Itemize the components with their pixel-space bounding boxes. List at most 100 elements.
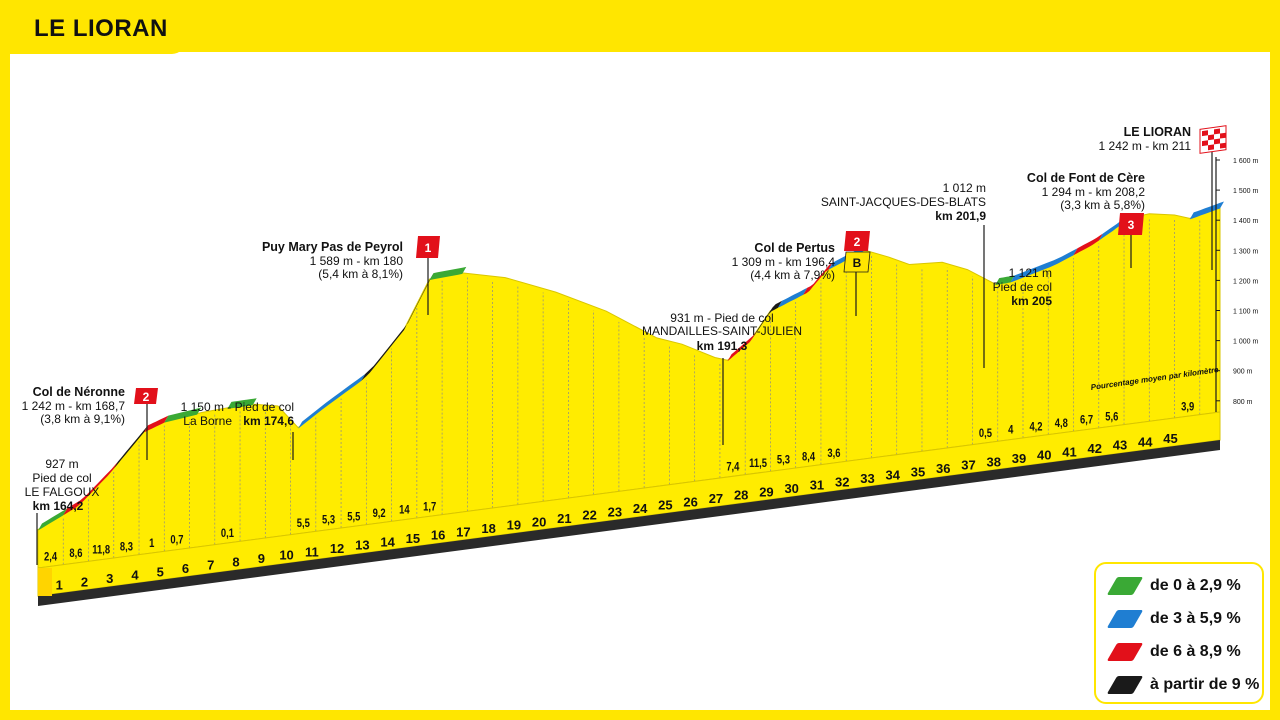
pied205-alt: 1 121 m xyxy=(1009,266,1052,280)
climb-segment-black xyxy=(113,425,149,469)
km-label: 4 xyxy=(131,568,139,583)
svg-text:2: 2 xyxy=(143,390,150,404)
finish-name: LE LIORAN xyxy=(1124,125,1191,139)
checker-cell xyxy=(1202,140,1208,147)
fontcere-name: Col de Font de Cère xyxy=(1027,171,1145,185)
climb-segment-green xyxy=(227,398,257,409)
gradient-label: 2,4 xyxy=(44,550,57,563)
gradient-label: 3,9 xyxy=(1181,400,1194,413)
fontcere-climb: (3,3 km à 5,8%) xyxy=(1060,198,1145,212)
finish-flag xyxy=(1199,125,1227,154)
puymary-name: Puy Mary Pas de Peyrol xyxy=(262,240,403,254)
bonus-flag-pertus: B xyxy=(843,251,871,273)
km-label: 13 xyxy=(355,538,369,553)
climb-segment-green xyxy=(429,266,467,281)
km-label: 1 xyxy=(56,578,63,593)
km-label: 37 xyxy=(961,458,975,473)
mandailles-place: MANDAILLES-SAINT-JULIEN xyxy=(642,324,802,338)
km-label: 16 xyxy=(431,528,445,543)
svg-text:3: 3 xyxy=(1128,218,1135,232)
svg-text:1: 1 xyxy=(425,241,432,255)
km-label: 14 xyxy=(380,534,395,549)
gradient-label: 9,2 xyxy=(373,507,386,520)
neronne-alt: 1 242 m - km 168,7 xyxy=(22,399,126,413)
checker-cell xyxy=(1214,138,1220,145)
km-label: 20 xyxy=(532,514,546,529)
km-label: 29 xyxy=(759,484,773,499)
altitude-label: 900 m xyxy=(1233,369,1253,376)
climb-segment-black xyxy=(752,300,782,338)
cat-flag-fontcere: 3 xyxy=(1118,213,1144,235)
stage-title: LE LIORAN xyxy=(34,15,168,42)
checker-cell xyxy=(1220,132,1226,139)
legend-label: de 6 à 8,9 % xyxy=(1150,643,1241,660)
puymary-alt: 1 589 m - km 180 xyxy=(310,254,404,268)
legend-item-green: de 0 à 2,9 % xyxy=(1106,574,1241,598)
legend-item-black: à partir de 9 % xyxy=(1106,673,1259,697)
altitude-label: 800 m xyxy=(1233,399,1253,406)
km-label: 40 xyxy=(1037,448,1051,463)
km-label: 45 xyxy=(1163,431,1177,446)
gradient-label: 11,8 xyxy=(92,544,110,557)
falgoux-alt: 927 m xyxy=(45,457,78,471)
neronne-climb: (3,8 km à 9,1%) xyxy=(40,412,125,426)
pertus-alt: 1 309 m - km 196,4 xyxy=(732,255,836,269)
km-label: 2 xyxy=(81,574,88,589)
checker-cell xyxy=(1220,142,1226,149)
climb-segment-green xyxy=(164,407,202,423)
km-label: 21 xyxy=(557,511,571,526)
km-label: 33 xyxy=(860,471,874,486)
falgoux-pied: Pied de col xyxy=(32,471,91,485)
altitude-label: 1 200 m xyxy=(1233,278,1258,285)
pied205-pied: Pied de col xyxy=(993,280,1052,294)
title-tab: LE LIORAN xyxy=(0,0,186,54)
km-label: 36 xyxy=(936,461,950,476)
mandailles-alt: 931 m - Pied de col xyxy=(670,311,773,325)
base-start-face xyxy=(38,568,52,596)
altitude-label: 1 600 m xyxy=(1233,158,1258,165)
blats-km: km 201,9 xyxy=(935,209,986,223)
checker-cell xyxy=(1208,134,1214,141)
gradient-label: 5,5 xyxy=(347,510,360,523)
gradient-label: 0,1 xyxy=(221,527,234,540)
km-label: 34 xyxy=(885,468,900,483)
gradient-legend: de 0 à 2,9 % de 3 à 5,9 % de 6 à 8,9 % à… xyxy=(1094,562,1264,704)
km-label: 24 xyxy=(633,501,648,516)
pertus-climb: (4,4 km à 7,9%) xyxy=(750,268,835,282)
gradient-label: 4,2 xyxy=(1029,420,1042,433)
km-label: 3 xyxy=(106,571,113,586)
gradient-label: 14 xyxy=(399,504,410,517)
falgoux-km: km 164,2 xyxy=(33,499,84,513)
legend-swatch-black xyxy=(1106,676,1144,694)
km-label: 44 xyxy=(1138,434,1153,449)
km-label: 41 xyxy=(1062,444,1076,459)
svg-text:2: 2 xyxy=(854,235,861,249)
gradient-label: 1,7 xyxy=(423,500,436,513)
gradient-label: 4,8 xyxy=(1055,417,1068,430)
legend-swatch-red xyxy=(1106,643,1144,661)
climb-segment-green xyxy=(38,508,68,531)
gradient-labels: 2,4 8,6 11,8 8,3 1 0,7 0,1 5,5 5,3 5,5 9,2 14 1,7 7,4… xyxy=(44,400,1194,563)
climb-segment-blue xyxy=(778,287,808,308)
borne-km: km 174,6 xyxy=(243,414,294,428)
km-label: 38 xyxy=(987,454,1001,469)
climb-segment-red xyxy=(803,262,833,295)
blats-place: SAINT-JACQUES-DES-BLATS xyxy=(821,195,986,209)
gradient-label: 5,6 xyxy=(1105,410,1118,423)
gradient-label: 4 xyxy=(1008,424,1013,437)
profile-base xyxy=(37,411,1221,606)
km-label: 7 xyxy=(207,558,214,573)
km-gridlines xyxy=(62,217,1201,565)
legend-label: de 0 à 2,9 % xyxy=(1150,577,1241,594)
neronne-name: Col de Néronne xyxy=(33,385,125,399)
blats-alt: 1 012 m xyxy=(943,181,986,195)
km-label: 12 xyxy=(330,541,344,556)
finish-alt: 1 242 m - km 211 xyxy=(1099,139,1192,153)
gradient-label: 5,3 xyxy=(777,454,790,467)
legend-swatch-green xyxy=(1106,577,1144,595)
km-label: 10 xyxy=(279,548,293,563)
km-label: 5 xyxy=(157,564,164,579)
checker-cell xyxy=(1214,128,1220,135)
km-label: 25 xyxy=(658,498,672,513)
